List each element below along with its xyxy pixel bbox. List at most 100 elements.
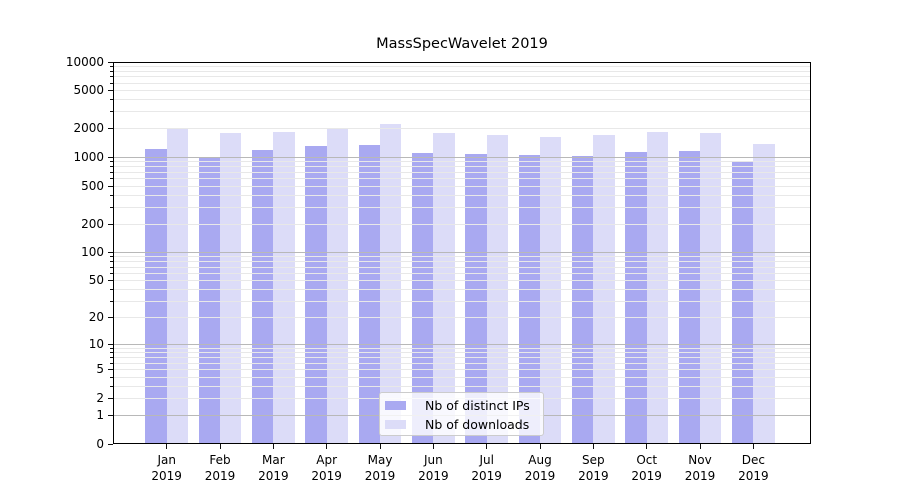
x-tick bbox=[326, 444, 327, 449]
gridline-minor bbox=[114, 352, 810, 353]
x-tick-label: Jan 2019 bbox=[151, 453, 182, 483]
y-tick-minor bbox=[110, 352, 113, 353]
x-tick bbox=[700, 444, 701, 449]
gridline-minor bbox=[114, 195, 810, 196]
x-tick bbox=[593, 444, 594, 449]
y-tick-label: 500 bbox=[81, 179, 104, 193]
bar-downloads-feb bbox=[220, 133, 242, 444]
y-tick-minor bbox=[110, 172, 113, 173]
gridline-minor bbox=[114, 111, 810, 112]
y-tick bbox=[108, 317, 113, 318]
bar-downloads-dec bbox=[753, 144, 775, 444]
bar-distinct-ips-apr bbox=[305, 146, 327, 444]
y-tick-label: 100 bbox=[81, 245, 104, 259]
legend-item-distinct-ips: Nb of distinct IPs bbox=[385, 396, 543, 415]
y-tick-label: 5 bbox=[96, 362, 104, 376]
bar-distinct-ips-feb bbox=[198, 157, 221, 444]
y-tick-label: 10000 bbox=[65, 55, 104, 69]
y-tick-label: 200 bbox=[81, 217, 104, 231]
y-tick-minor bbox=[110, 195, 113, 196]
gridline-major bbox=[114, 252, 810, 253]
x-tick bbox=[433, 444, 434, 449]
bar-downloads-aug bbox=[540, 136, 562, 444]
x-tick bbox=[273, 444, 274, 449]
gridline-minor bbox=[114, 128, 810, 129]
gridline-minor bbox=[114, 348, 810, 349]
gridline-major bbox=[114, 62, 810, 63]
x-tick-label: May 2019 bbox=[364, 453, 396, 483]
y-tick-minor bbox=[110, 111, 113, 112]
x-tick-label: Nov 2019 bbox=[684, 453, 716, 483]
x-tick-label: Oct 2019 bbox=[631, 453, 662, 483]
gridline-minor bbox=[114, 261, 810, 262]
y-tick-minor bbox=[110, 363, 113, 364]
y-tick-label: 2000 bbox=[73, 121, 104, 135]
gridline-minor bbox=[114, 369, 810, 370]
y-tick-label: 1000 bbox=[73, 150, 104, 164]
y-tick-minor bbox=[110, 357, 113, 358]
y-tick-minor bbox=[110, 261, 113, 262]
legend-item-downloads: Nb of downloads bbox=[385, 415, 543, 434]
gridline-minor bbox=[114, 207, 810, 208]
gridline-minor bbox=[114, 377, 810, 378]
y-tick bbox=[108, 252, 113, 253]
chart-title: MassSpecWavelet 2019 bbox=[376, 36, 548, 52]
legend-swatch-distinct-ips bbox=[385, 401, 406, 410]
y-tick bbox=[108, 186, 113, 187]
x-tick-label: Sep 2019 bbox=[578, 453, 609, 483]
x-tick-label: Feb 2019 bbox=[204, 453, 236, 483]
legend-label-distinct-ips: Nb of distinct IPs bbox=[425, 398, 530, 413]
bar-downloads-apr bbox=[326, 128, 348, 444]
gridline-minor bbox=[114, 76, 810, 77]
bar-distinct-ips-jan bbox=[145, 148, 167, 444]
gridline-minor bbox=[114, 66, 810, 67]
y-tick-minor bbox=[110, 83, 113, 84]
y-tick bbox=[108, 128, 113, 129]
y-tick-minor bbox=[110, 161, 113, 162]
y-tick-label: 5000 bbox=[73, 83, 104, 97]
gridline-major bbox=[114, 344, 810, 345]
y-tick-minor bbox=[110, 301, 113, 302]
x-tick bbox=[220, 444, 221, 449]
bar-distinct-ips-jul bbox=[465, 154, 487, 444]
y-tick bbox=[108, 157, 113, 158]
bar-downloads-nov bbox=[700, 133, 722, 444]
bar-distinct-ips-sep bbox=[572, 156, 594, 444]
y-tick-minor bbox=[110, 76, 113, 77]
y-tick bbox=[108, 224, 113, 225]
y-tick-minor bbox=[110, 207, 113, 208]
x-tick bbox=[486, 444, 487, 449]
x-tick bbox=[380, 444, 381, 449]
gridline-minor bbox=[114, 83, 810, 84]
gridline-minor bbox=[114, 256, 810, 257]
gridline-minor bbox=[114, 301, 810, 302]
bar-downloads-oct bbox=[646, 131, 668, 444]
gridline-minor bbox=[114, 267, 810, 268]
y-tick-label: 50 bbox=[88, 273, 104, 287]
gridline-minor bbox=[114, 357, 810, 358]
y-tick bbox=[108, 280, 113, 281]
bar-downloads-mar bbox=[273, 131, 295, 444]
y-tick-minor bbox=[110, 178, 113, 179]
y-tick-minor bbox=[110, 386, 113, 387]
bar-distinct-ips-dec bbox=[732, 162, 754, 444]
legend-label-downloads: Nb of downloads bbox=[425, 417, 530, 432]
gridline-minor bbox=[114, 178, 810, 179]
gridline-minor bbox=[114, 317, 810, 318]
y-tick bbox=[108, 90, 113, 91]
bar-distinct-ips-may bbox=[358, 144, 381, 444]
gridline-minor bbox=[114, 172, 810, 173]
y-tick-label: 20 bbox=[88, 310, 104, 324]
bar-distinct-ips-oct bbox=[625, 152, 647, 444]
x-tick bbox=[166, 444, 167, 449]
bar-distinct-ips-jun bbox=[412, 153, 434, 444]
x-tick-label: Jul 2019 bbox=[471, 453, 502, 483]
gridline-minor bbox=[114, 224, 810, 225]
gridline-minor bbox=[114, 161, 810, 162]
x-tick bbox=[540, 444, 541, 449]
gridline-minor bbox=[114, 280, 810, 281]
y-tick-minor bbox=[110, 377, 113, 378]
x-tick-label: Apr 2019 bbox=[311, 453, 342, 483]
y-tick-label: 10 bbox=[88, 337, 104, 351]
